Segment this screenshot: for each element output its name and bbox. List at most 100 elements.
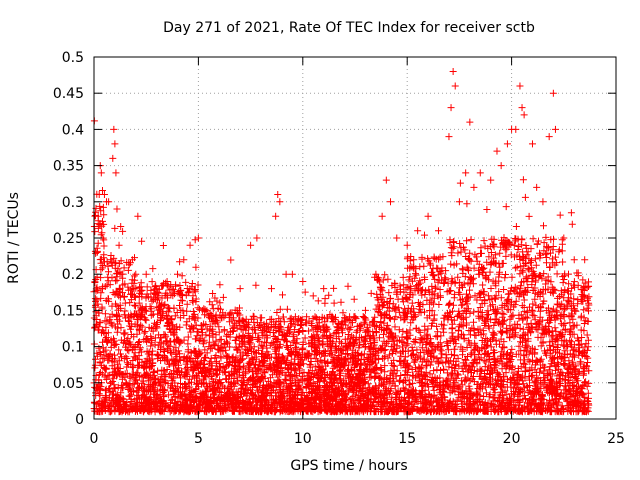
data-point [236,285,244,293]
data-point [247,241,255,249]
data-point [93,248,101,256]
y-tick-label: 0.15 [53,303,84,319]
data-point [132,270,140,278]
data-point [121,299,129,307]
data-point [393,234,401,242]
data-point [205,343,213,351]
y-tick-label: 0.1 [62,340,84,356]
data-point [539,198,547,206]
data-point [528,140,536,148]
y-tick-label: 0.25 [53,231,84,247]
chart-title: Day 271 of 2021, Rate Of TEC Index for r… [163,20,535,36]
data-point [372,270,380,278]
data-point [520,111,528,119]
x-tick-labels: 0 5 10 15 20 25 [90,431,625,447]
data-point [115,241,123,249]
data-point [117,270,125,278]
x-axis-label: GPS time / hours [290,458,407,474]
data-point [512,125,520,133]
data-point [533,183,541,191]
x-tick-label: 5 [194,431,203,447]
y-tick-label: 0.4 [62,122,84,138]
data-point [551,125,559,133]
data-point [382,176,390,184]
data-point [351,314,359,322]
data-point [180,256,188,264]
data-point [98,285,106,293]
y-axis-label: ROTI / TECUs [6,192,22,284]
data-point [455,198,463,206]
y-tick-label: 0.05 [53,376,84,392]
data-point [451,82,459,90]
x-tick-label: 20 [503,431,521,447]
y-tick-label: 0.35 [53,159,84,175]
data-point [153,285,161,293]
data-point [516,82,524,90]
data-point [94,212,102,220]
y-tick-label: 0.2 [62,267,84,283]
data-point [111,140,119,148]
x-tick-label: 10 [294,431,312,447]
data-point [341,314,349,322]
y-tick-label: 0.45 [53,86,84,102]
data-points [90,67,593,416]
data-point [274,191,282,199]
data-point [226,314,234,322]
data-point [272,212,280,220]
data-point [424,212,432,220]
data-point [445,133,453,141]
data-point [107,256,115,264]
y-tick-label: 0.3 [62,195,84,211]
axis-ticks [93,56,617,420]
data-point [497,162,505,170]
data-point [194,234,202,242]
data-point [320,285,328,293]
data-point [105,198,113,206]
data-point [503,140,511,148]
data-point [447,104,455,112]
data-point [112,169,120,177]
data-point [487,176,495,184]
y-tick-labels: 0 0.05 0.1 0.15 0.2 0.25 0.3 0.35 0.4 0.45 0.5 [53,50,84,428]
data-point [113,205,121,213]
data-point [361,306,369,314]
x-tick-label: 25 [607,431,625,447]
y-tick-label: 0.5 [62,50,84,66]
data-point [186,241,194,249]
data-point [545,133,553,141]
x-tick-label: 15 [398,431,416,447]
data-point [570,256,578,264]
data-point [462,169,470,177]
data-point [100,191,108,199]
data-point [288,270,296,278]
data-point [142,270,150,278]
data-point [215,328,223,336]
data-point [97,169,105,177]
data-point [581,256,589,264]
data-point [476,169,484,177]
data-point [309,292,317,300]
data-point [414,227,422,235]
data-point [493,147,501,155]
data-point [378,212,386,220]
data-point [449,67,457,75]
data-point-cloud [90,117,593,416]
data-point [163,277,171,285]
data-point [109,154,117,162]
y-tick-label: 0 [75,412,84,428]
data-point [560,234,568,242]
data-point [199,306,207,314]
x-tick-label: 0 [90,431,99,447]
data-point [110,125,118,133]
data-point [174,270,182,278]
data-point [518,104,526,112]
data-point [330,299,338,307]
data-point [435,227,443,235]
data-point [403,241,411,249]
data-point [253,234,261,242]
data-point [549,89,557,97]
data-point [386,198,394,206]
data-point [466,118,474,126]
data-point [282,270,290,278]
